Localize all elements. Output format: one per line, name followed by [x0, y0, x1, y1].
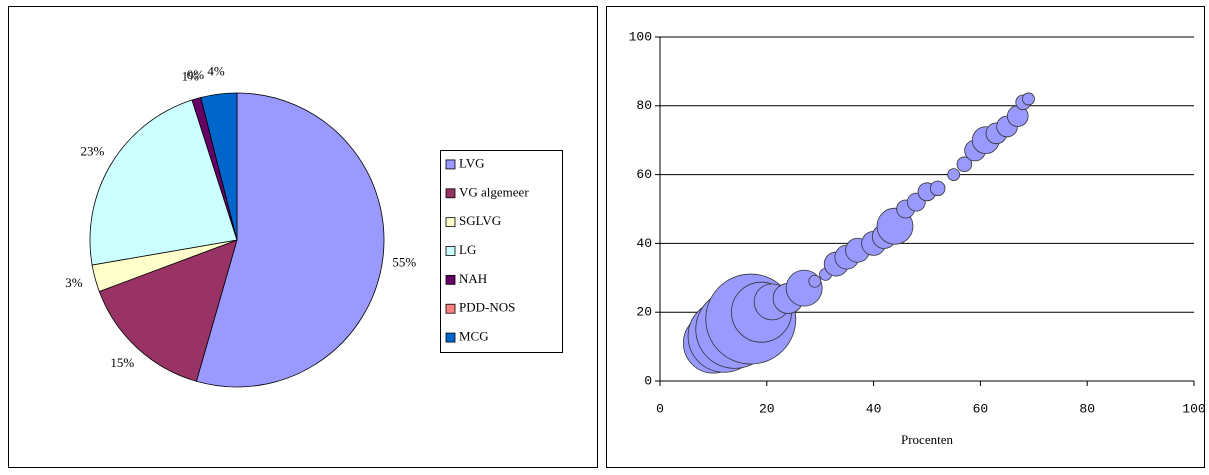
pie-slice — [98, 239, 238, 382]
bubble — [956, 156, 973, 173]
data-label: 55% — [392, 255, 416, 270]
x-axis-title: Procenten — [901, 432, 953, 447]
data-label: 4% — [207, 63, 225, 78]
x-tick-label: 20 — [759, 401, 775, 416]
bubble — [808, 274, 822, 288]
legend-box — [440, 150, 563, 353]
bubble — [929, 180, 946, 197]
legend-swatch — [445, 159, 456, 170]
y-tick-label: 40 — [636, 236, 652, 251]
bubble — [947, 168, 961, 182]
legend-label: NAH — [459, 271, 487, 286]
pie-slice — [200, 92, 238, 241]
y-tick-label: 20 — [636, 305, 652, 320]
y-tick-label: 0 — [644, 373, 652, 388]
pie-slice — [195, 92, 385, 388]
legend-swatch — [445, 188, 456, 199]
x-tick-label: 60 — [973, 401, 989, 416]
y-tick-label: 100 — [629, 29, 652, 44]
legend-swatch — [445, 246, 456, 256]
x-tick-label: 40 — [866, 401, 882, 416]
legend-label: VG algemeer — [459, 184, 529, 199]
bubble — [1022, 92, 1035, 106]
data-label: 15% — [110, 355, 134, 370]
legend-swatch — [445, 274, 456, 285]
x-tick-label: 100 — [1182, 401, 1205, 416]
x-tick-label: 0 — [656, 401, 664, 416]
legend-label: MCG — [459, 329, 489, 344]
data-label: 3% — [65, 275, 83, 290]
legend-label: PDD-NOS — [459, 300, 515, 315]
legend-label: LVG — [459, 155, 485, 170]
x-tick-label: 80 — [1079, 401, 1095, 416]
legend-label: SGLVG — [459, 213, 501, 228]
y-tick-label: 60 — [636, 167, 652, 182]
legend-swatch — [445, 217, 456, 228]
legend-swatch — [445, 303, 456, 314]
legend-swatch — [445, 332, 456, 343]
data-label: 0% — [187, 67, 205, 82]
data-label: 23% — [81, 143, 105, 158]
y-tick-label: 80 — [636, 98, 652, 113]
legend-label: LG — [459, 242, 476, 257]
data-label: 1% — [182, 69, 200, 84]
pie-slice — [89, 99, 238, 266]
